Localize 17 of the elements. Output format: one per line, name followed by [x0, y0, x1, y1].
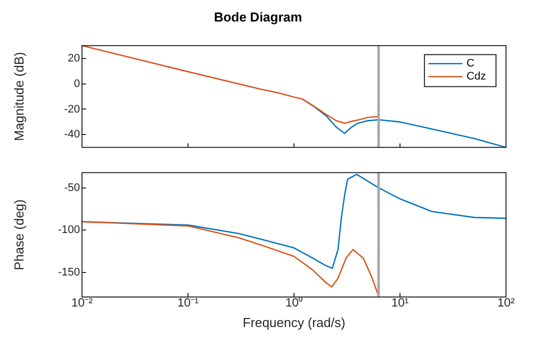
- chart-title: Bode Diagram: [214, 9, 302, 24]
- legend-label: C: [466, 58, 474, 70]
- y-tick-label: -100: [58, 224, 80, 236]
- x-tick-label: 10¹: [391, 296, 409, 310]
- y-tick-label: 0: [74, 78, 80, 90]
- x-tick-label: 10⁻¹: [177, 296, 199, 310]
- y-tick-label: -50: [64, 182, 80, 194]
- y-tick-label: 20: [68, 52, 80, 64]
- x-axis-title: Frequency (rad/s): [242, 314, 346, 330]
- y-tick-label: -40: [64, 128, 80, 141]
- y-axis-title: Phase (deg): [11, 199, 26, 270]
- x-tick-label: 10⁻²: [71, 296, 93, 310]
- y-tick-label: -20: [64, 103, 80, 116]
- y-axis-title: Magnitude (dB): [11, 52, 26, 141]
- y-tick-label: -150: [58, 266, 80, 278]
- legend-label: Cdz: [466, 70, 486, 83]
- x-tick-label: 10²: [497, 296, 515, 310]
